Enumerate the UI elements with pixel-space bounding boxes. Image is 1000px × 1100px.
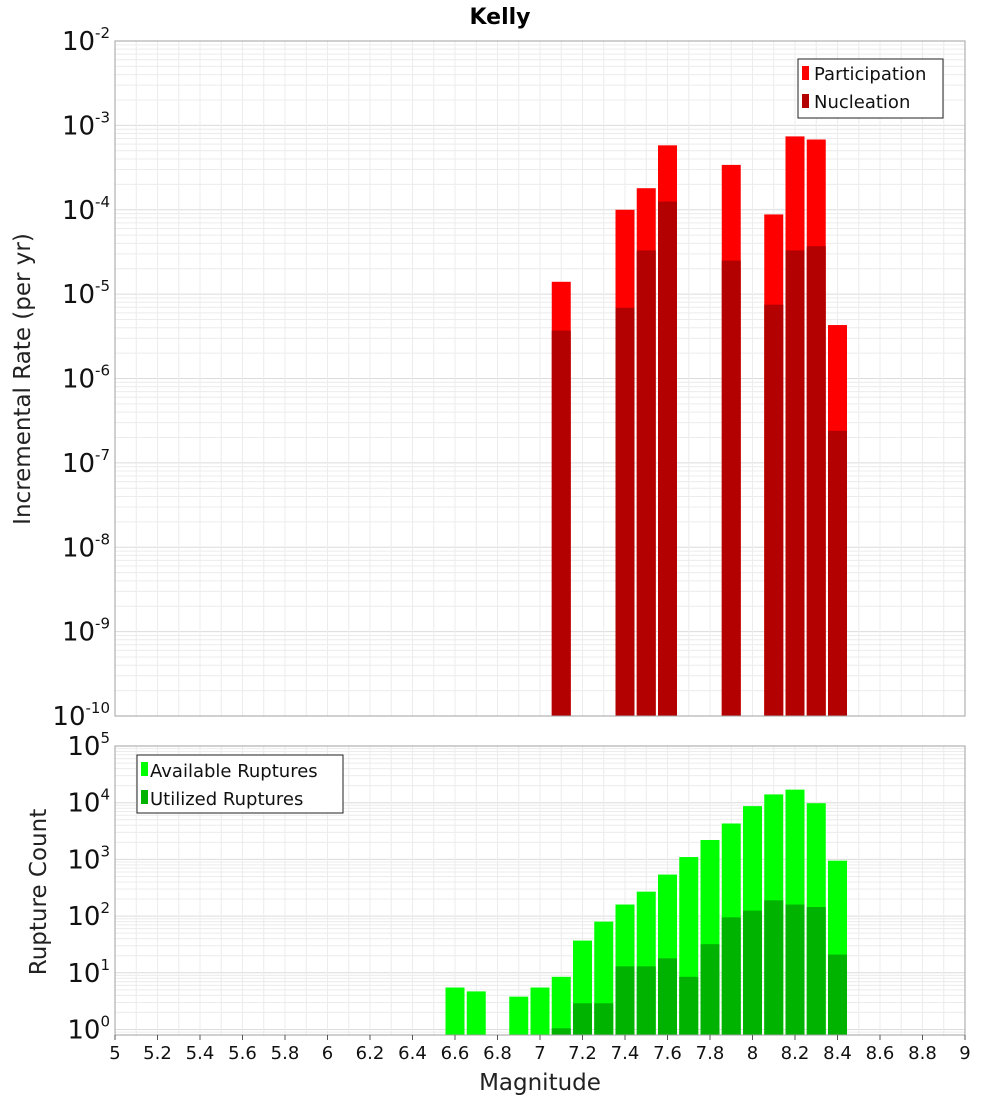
top-y-tick-label: 10-2 bbox=[62, 24, 110, 57]
top-y-axis-label: Incremental Rate (per yr) bbox=[10, 233, 36, 525]
top-y-tick-label: 10-7 bbox=[62, 446, 110, 479]
top-y-tick-label: 10-9 bbox=[62, 615, 110, 648]
bottom-y-axis-label: Rupture Count bbox=[26, 809, 52, 975]
top-bars bbox=[551, 136, 847, 717]
bottom-y-tick-label: 105 bbox=[67, 729, 110, 762]
bar-utilized-ruptures bbox=[594, 1003, 614, 1035]
bar-utilized-ruptures bbox=[573, 1003, 592, 1035]
bottom-y-tick-label: 104 bbox=[67, 786, 110, 819]
bar-nucleation bbox=[551, 330, 571, 716]
bottom-y-tick-label: 100 bbox=[67, 1013, 110, 1046]
bar-utilized-ruptures bbox=[700, 944, 720, 1035]
x-tick-label: 6.6 bbox=[441, 1043, 470, 1064]
top-plot-frame bbox=[114, 40, 966, 717]
legend-label-participation: Participation bbox=[814, 64, 926, 85]
legend-label-utilized: Utilized Ruptures bbox=[150, 789, 303, 810]
legend-label-nucleation: Nucleation bbox=[814, 92, 910, 113]
x-tick-label: 6.8 bbox=[483, 1043, 512, 1064]
bar-nucleation bbox=[636, 250, 656, 717]
bottom-y-tick-label: 103 bbox=[67, 842, 110, 875]
top-y-tick-label: 10-4 bbox=[62, 193, 110, 226]
x-tick-label: 8.4 bbox=[823, 1043, 852, 1064]
x-tick-label: 5.2 bbox=[143, 1043, 172, 1064]
bottom-y-tick-label: 102 bbox=[67, 899, 110, 932]
x-tick-label: 6 bbox=[322, 1043, 333, 1064]
x-tick-label: 5.8 bbox=[271, 1043, 300, 1064]
bar-nucleation bbox=[785, 250, 805, 717]
bottom-bars bbox=[445, 789, 847, 1035]
bottom-y-tick-label: 101 bbox=[67, 956, 110, 989]
top-y-tick-label: 10-10 bbox=[52, 699, 110, 732]
x-axis-label: Magnitude bbox=[479, 1070, 601, 1096]
legend-swatch-available bbox=[141, 762, 148, 776]
x-tick-label: 9 bbox=[959, 1043, 970, 1064]
x-ticks: 5 5.2 5.4 5.6 5.8 6 6.2 6.4 6.6 6.8 7 7.2 7.4 7.6 7.8 8… bbox=[109, 1035, 971, 1064]
x-tick-label: 7.2 bbox=[568, 1043, 597, 1064]
bar-utilized-ruptures bbox=[636, 966, 656, 1035]
legend-label-available: Available Ruptures bbox=[150, 761, 318, 782]
bar-nucleation bbox=[828, 430, 847, 716]
bar-nucleation bbox=[721, 260, 741, 716]
legend-swatch-utilized bbox=[141, 790, 148, 804]
x-tick-label: 7.4 bbox=[611, 1043, 640, 1064]
x-tick-label: 8.2 bbox=[781, 1043, 810, 1064]
x-tick-label: 7.6 bbox=[653, 1043, 682, 1064]
bar-nucleation bbox=[806, 246, 826, 716]
x-tick-label: 8 bbox=[747, 1043, 758, 1064]
top-y-tick-label: 10-5 bbox=[62, 277, 110, 310]
top-y-ticks: 10-10 10-9 10-8 10-7 10-6 10-5 10-4 10-3 10-2 bbox=[52, 24, 110, 732]
top-legend: Participation Nucleation bbox=[797, 58, 944, 119]
bar-available-ruptures bbox=[551, 976, 571, 1035]
x-tick-label: 7.8 bbox=[696, 1043, 725, 1064]
bottom-legend: Available Ruptures Utilized Ruptures bbox=[136, 754, 344, 814]
top-legend-box bbox=[797, 58, 944, 119]
top-y-tick-label: 10-3 bbox=[62, 108, 110, 141]
x-tick-label: 8.8 bbox=[908, 1043, 937, 1064]
bar-utilized-ruptures bbox=[658, 958, 677, 1035]
bar-utilized-ruptures bbox=[679, 976, 699, 1035]
bar-available-ruptures bbox=[445, 987, 465, 1035]
bottom-legend-box bbox=[136, 754, 344, 814]
x-tick-label: 7 bbox=[534, 1043, 545, 1064]
bottom-y-ticks: 100 101 102 103 104 105 bbox=[67, 729, 110, 1046]
bar-available-ruptures bbox=[530, 987, 550, 1035]
top-y-tick-label: 10-8 bbox=[62, 530, 110, 563]
bar-utilized-ruptures bbox=[743, 910, 762, 1035]
bar-available-ruptures bbox=[466, 991, 486, 1035]
x-tick-label: 6.4 bbox=[398, 1043, 427, 1064]
chart-title: Kelly bbox=[469, 5, 530, 30]
bar-nucleation bbox=[615, 307, 635, 716]
x-tick-label: 5.6 bbox=[228, 1043, 257, 1064]
x-tick-label: 5 bbox=[109, 1043, 120, 1064]
bar-utilized-ruptures bbox=[615, 966, 635, 1035]
bar-nucleation bbox=[658, 201, 677, 716]
legend-swatch-participation bbox=[802, 66, 809, 80]
bar-nucleation bbox=[764, 304, 784, 716]
bar-utilized-ruptures bbox=[551, 1028, 571, 1035]
x-tick-label: 5.4 bbox=[186, 1043, 215, 1064]
x-tick-label: 8.6 bbox=[866, 1043, 895, 1064]
x-tick-label: 6.2 bbox=[356, 1043, 385, 1064]
legend-swatch-nucleation bbox=[802, 94, 809, 108]
bar-utilized-ruptures bbox=[764, 900, 784, 1035]
bar-utilized-ruptures bbox=[785, 904, 805, 1035]
top-y-tick-label: 10-6 bbox=[62, 362, 110, 395]
bar-utilized-ruptures bbox=[721, 917, 741, 1035]
bar-utilized-ruptures bbox=[828, 954, 847, 1035]
bar-utilized-ruptures bbox=[806, 906, 826, 1035]
bar-available-ruptures bbox=[509, 996, 529, 1035]
